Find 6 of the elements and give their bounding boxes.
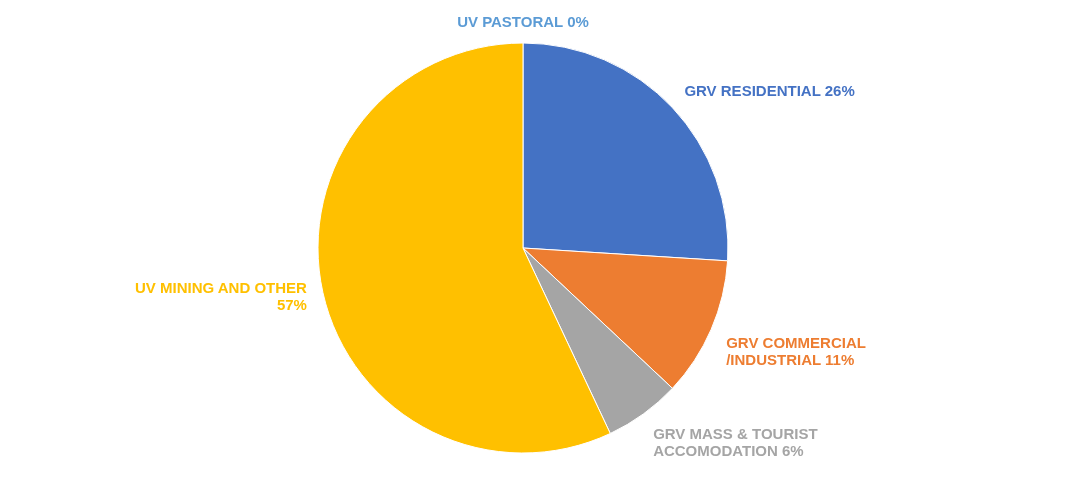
slice-label: GRV RESIDENTIAL 26% <box>684 82 855 100</box>
data-label: 57% <box>276 295 307 313</box>
category-label: UV PASTORAL 0% <box>457 12 589 30</box>
slice-label: GRV MASS & TOURIST ACCOMODATION 6% <box>653 425 818 460</box>
slice-label: GRV COMMERCIAL /INDUSTRIAL 11% <box>726 333 866 368</box>
slice-label: UV MINING AND OTHER <box>134 278 308 296</box>
